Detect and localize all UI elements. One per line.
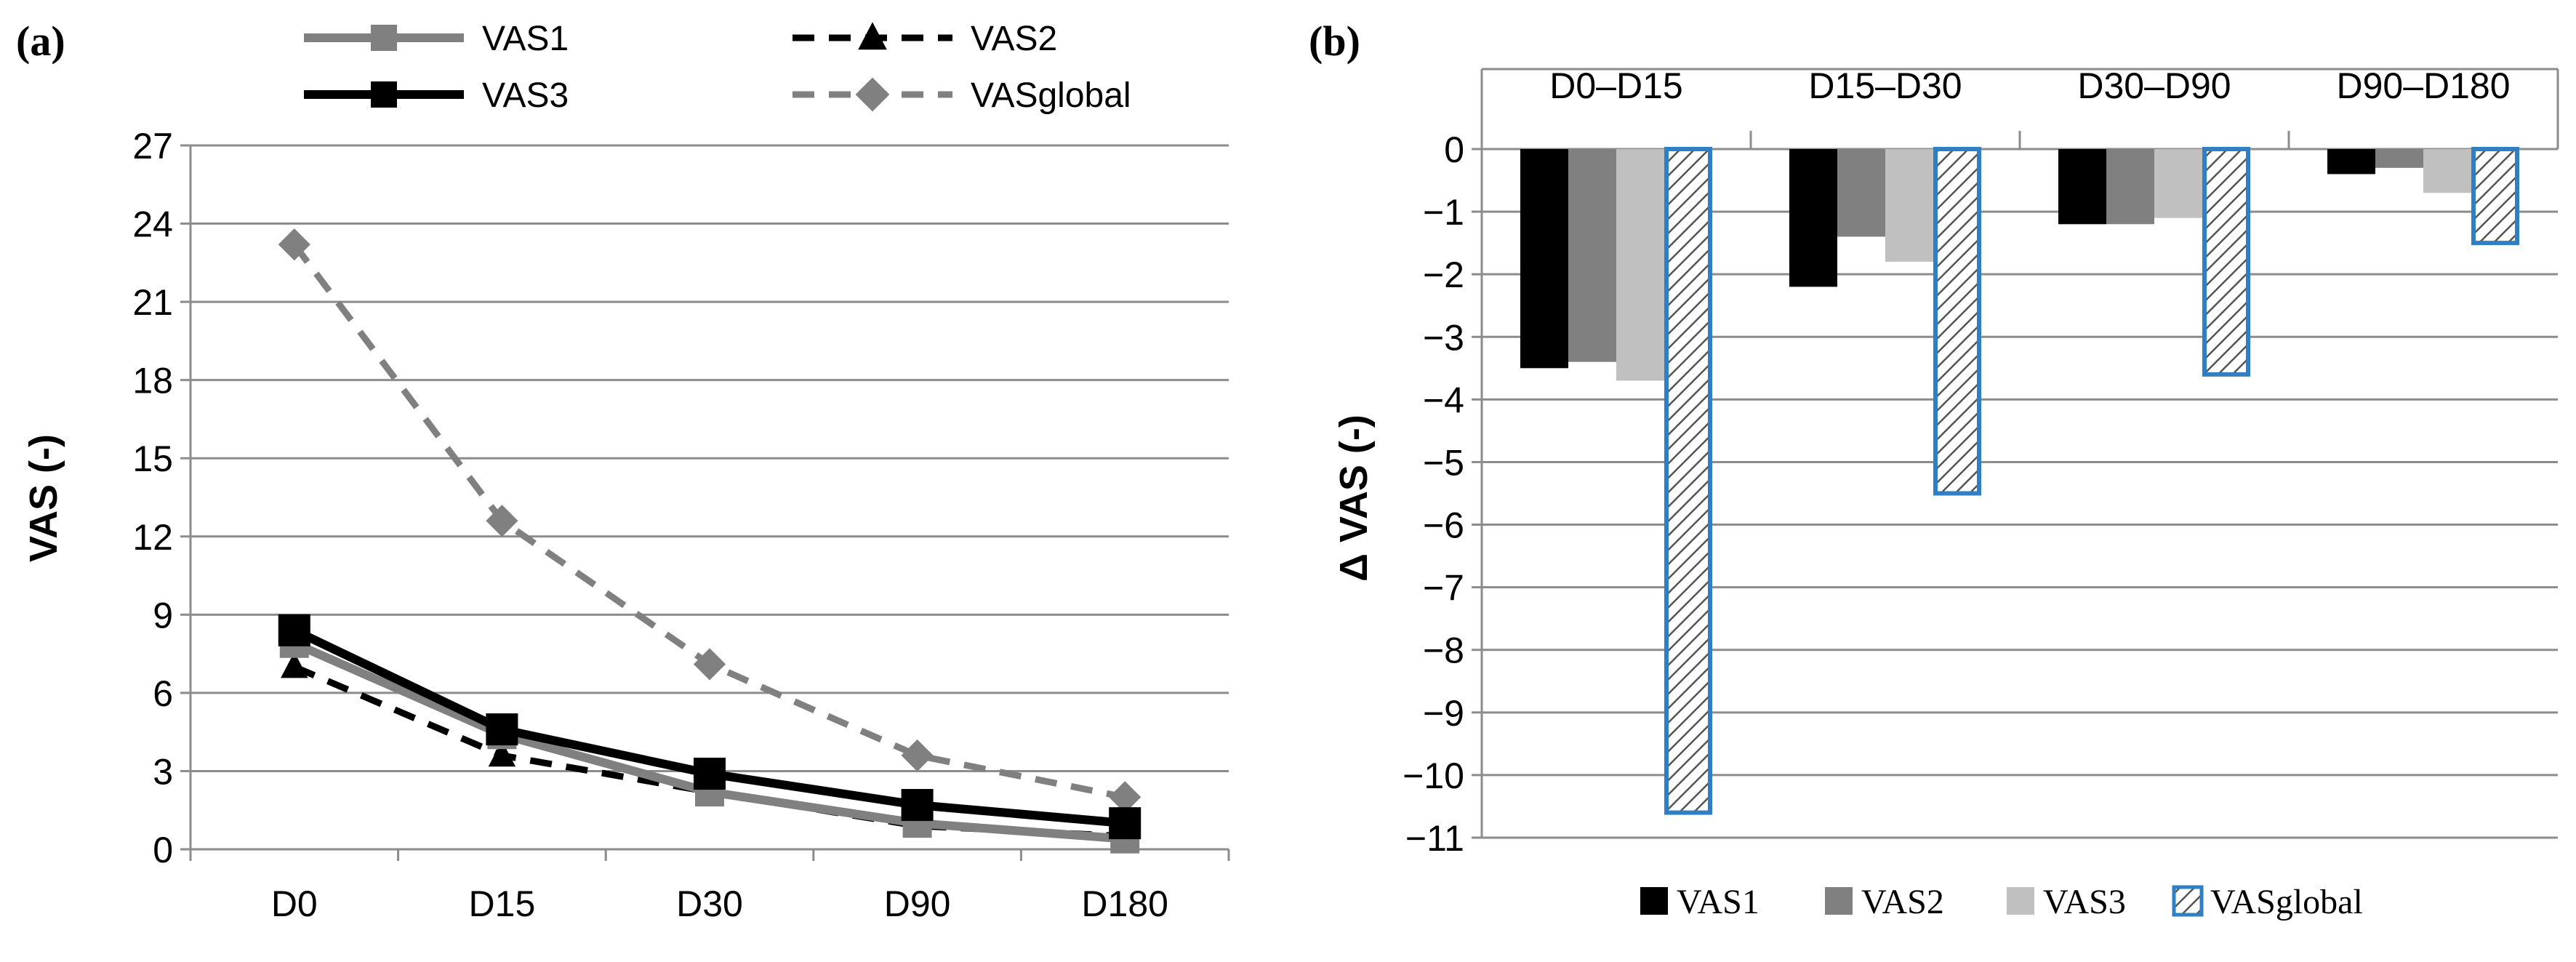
y-tick-label: −9 [1423, 693, 1464, 734]
data-point-diamond [901, 739, 934, 772]
bar-vas3 [2423, 149, 2471, 193]
data-point-diamond [278, 228, 310, 261]
legend-swatch [2172, 885, 2204, 917]
y-tick-label: −3 [1423, 317, 1464, 358]
legend-item-vas1: VAS1 [1640, 883, 1760, 921]
category-label: D0–D15 [1549, 65, 1682, 106]
bar-vasglobal [1664, 147, 1712, 815]
legend-swatch [2007, 887, 2034, 915]
legend-label: VAS2 [1861, 883, 1944, 921]
category-label: D15–D30 [1808, 65, 1962, 106]
bar-vas1 [1520, 149, 1568, 369]
y-tick-label: −5 [1423, 442, 1464, 483]
legend-item-vasglobal: VASglobal [793, 76, 1131, 115]
x-tick-label: D0 [271, 883, 318, 924]
bar-vas1 [2327, 149, 2375, 175]
legend-label: VAS3 [2043, 883, 2126, 921]
y-tick-label: 21 [132, 282, 173, 323]
bar-vasglobal [2202, 147, 2250, 377]
panel-b-bar-chart: 0 −1 −2 −3 −4 −5 −6 −7 −8 −9 −10 −11 D0–D15 D15–D30 D3… [1403, 65, 2559, 921]
legend-item-vasglobal: VASglobal [2172, 883, 2363, 921]
y-tick-label: 27 [132, 126, 173, 167]
bar-vasglobal [2471, 147, 2519, 246]
category-label: D30–D90 [2077, 65, 2231, 106]
bar-vas2 [1837, 149, 1885, 237]
data-point-diamond [1109, 781, 1141, 814]
y-tick-label: 18 [132, 361, 173, 401]
panel-a-label: (a) [16, 17, 65, 65]
legend-label: VAS3 [482, 76, 569, 115]
panel-b-y-axis-title: Δ VAS (-) [1332, 414, 1376, 582]
y-tick-label: −6 [1423, 505, 1464, 546]
y-tick-label: 9 [153, 595, 173, 636]
legend-item-vas3: VAS3 [2007, 883, 2126, 921]
data-point-diamond [693, 648, 726, 681]
panel-b-label: (b) [1309, 17, 1360, 65]
y-tick-label: 6 [153, 673, 173, 714]
data-point-square [371, 81, 397, 108]
category-label: D90–D180 [2336, 65, 2510, 106]
data-point-triangle [858, 22, 887, 50]
legend-label: VASglobal [971, 76, 1131, 115]
data-point-diamond [855, 77, 890, 112]
legend-swatch [1640, 887, 1668, 915]
y-tick-label: 3 [153, 751, 173, 792]
series-line-vasglobal [292, 242, 1126, 801]
data-point-square [371, 25, 397, 51]
data-point-square [901, 789, 934, 822]
legend-item-vas3: VAS3 [304, 76, 569, 115]
data-point-square [694, 758, 726, 790]
legend-item-vas2: VAS2 [1825, 883, 1944, 921]
panel-a-line-chart: 0 3 6 9 12 15 18 21 24 27 D0 D15 D30 D90 D180 VAS1 VAS2 V… [132, 20, 1230, 924]
series-vasglobal [278, 228, 1141, 814]
bar-vas3 [1616, 149, 1664, 381]
y-tick-label: −8 [1423, 630, 1464, 671]
y-tick-label: −2 [1423, 254, 1464, 295]
x-tick-label: D30 [676, 883, 743, 924]
y-tick-label: −4 [1423, 380, 1464, 420]
data-point-triangle [281, 652, 308, 678]
y-tick-label: 12 [132, 517, 173, 558]
data-point-diamond [486, 505, 518, 537]
bar-vas2 [2375, 149, 2423, 168]
panel-a-y-axis-title: VAS (-) [22, 434, 65, 562]
bar-vas3 [1885, 149, 1933, 262]
y-tick-label: 15 [132, 438, 173, 479]
bar-vas2 [2106, 149, 2154, 225]
legend-label: VAS1 [1677, 883, 1760, 921]
legend-item-vas1: VAS1 [304, 20, 569, 58]
x-tick-label: D180 [1081, 883, 1168, 924]
bar-vas2 [1568, 149, 1616, 362]
bar-vas3 [2154, 149, 2202, 218]
legend-item-vas2: VAS2 [793, 20, 1057, 58]
legend-label: VAS1 [482, 20, 569, 58]
y-tick-label: −10 [1403, 755, 1464, 796]
bar-vas1 [2058, 149, 2106, 225]
data-point-square [278, 614, 310, 646]
x-tick-label: D90 [884, 883, 951, 924]
y-tick-label: −11 [1405, 818, 1464, 859]
data-point-square [486, 713, 518, 746]
y-tick-label: 0 [153, 830, 173, 870]
bar-vas1 [1789, 149, 1837, 287]
y-tick-label: −7 [1423, 568, 1464, 609]
legend-swatch [1825, 887, 1853, 915]
legend-label: VAS2 [971, 20, 1057, 58]
y-tick-label: −1 [1423, 192, 1464, 233]
data-point-square [1109, 807, 1141, 840]
y-tick-label: 24 [132, 204, 173, 245]
bar-vasglobal [1933, 147, 1981, 496]
y-tick-label: 0 [1444, 129, 1464, 170]
series-vas3 [278, 614, 1141, 840]
x-tick-label: D15 [469, 883, 536, 924]
data-point-triangle [488, 740, 516, 767]
legend-label: VASglobal [2210, 883, 2363, 921]
